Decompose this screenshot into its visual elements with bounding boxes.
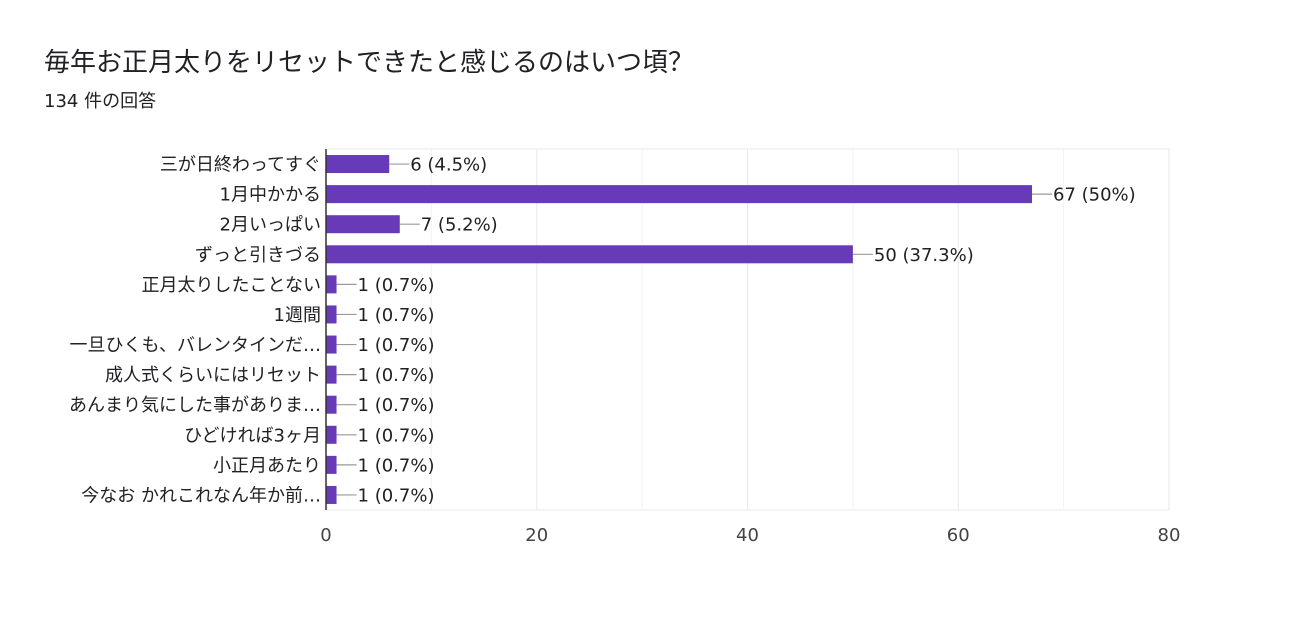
category-label: 2月いっぱい bbox=[220, 215, 321, 236]
data-label: 1 (0.7%) bbox=[358, 485, 435, 506]
bar bbox=[326, 155, 390, 174]
category-label: あんまり気にした事がありま… bbox=[69, 395, 321, 416]
category-label: 今なお かれこれなん年か前… bbox=[81, 485, 321, 506]
data-label: 1 (0.7%) bbox=[358, 335, 435, 356]
category-label: ひどければ3ヶ月 bbox=[184, 425, 321, 446]
data-label: 7 (5.2%) bbox=[421, 215, 498, 236]
category-label: 成人式くらいにはリセット bbox=[105, 365, 321, 386]
data-label: 1 (0.7%) bbox=[358, 275, 435, 296]
bar bbox=[326, 305, 337, 324]
bar bbox=[326, 185, 1033, 204]
category-label: ずっと引きづる bbox=[195, 245, 321, 266]
bar bbox=[326, 395, 337, 414]
data-label: 6 (4.5%) bbox=[410, 155, 487, 176]
category-label: 正月太りしたことない bbox=[142, 275, 321, 296]
bar bbox=[326, 275, 337, 294]
bar bbox=[326, 245, 853, 264]
bar bbox=[326, 335, 337, 354]
bar bbox=[326, 425, 337, 444]
response-count: 134 件の回答 bbox=[44, 91, 157, 112]
category-label: 1月中かかる bbox=[220, 185, 321, 206]
category-label: 小正月あたり bbox=[213, 455, 321, 476]
category-label: 1週間 bbox=[274, 305, 321, 326]
x-tick-label: 20 bbox=[525, 525, 548, 546]
x-tick-label: 40 bbox=[736, 525, 759, 546]
bar bbox=[326, 215, 400, 234]
question-title: 毎年お正月太りをリセットできたと感じるのはいつ頃？ bbox=[44, 48, 695, 78]
bar bbox=[326, 485, 337, 504]
bar bbox=[326, 365, 337, 384]
data-label: 67 (50%) bbox=[1053, 185, 1136, 206]
x-tick-label: 80 bbox=[1158, 525, 1181, 546]
data-label: 50 (37.3%) bbox=[874, 245, 974, 266]
bar bbox=[326, 455, 337, 474]
x-tick-label: 0 bbox=[320, 525, 331, 546]
data-label: 1 (0.7%) bbox=[358, 455, 435, 476]
category-label: 三が日終わってすぐ bbox=[160, 155, 321, 176]
data-label: 1 (0.7%) bbox=[358, 305, 435, 326]
category-label: 一旦ひくも、バレンタインだ… bbox=[70, 335, 321, 356]
data-label: 1 (0.7%) bbox=[358, 365, 435, 386]
data-label: 1 (0.7%) bbox=[358, 425, 435, 446]
data-label: 1 (0.7%) bbox=[358, 395, 435, 416]
x-tick-label: 60 bbox=[947, 525, 970, 546]
